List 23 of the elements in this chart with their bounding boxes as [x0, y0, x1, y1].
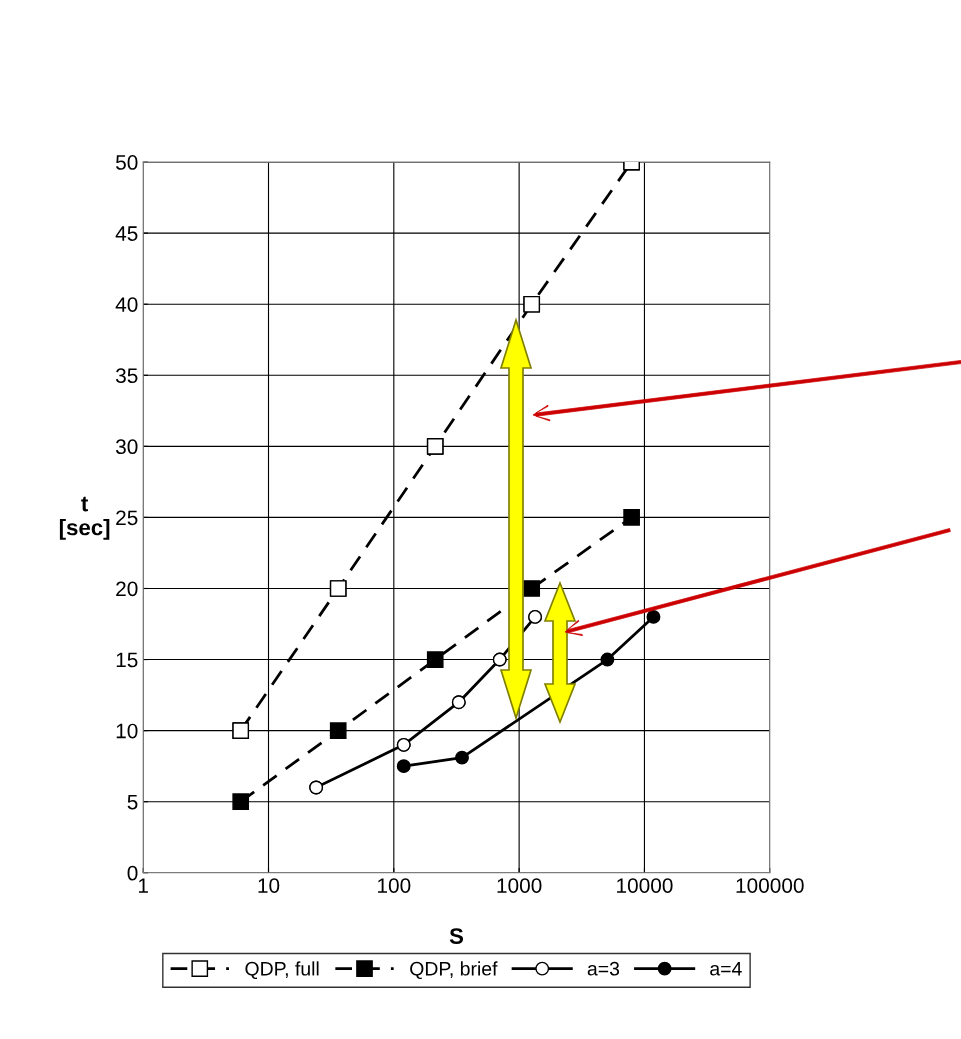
y-tick-label: 5 [127, 794, 138, 810]
x-tick-label: 1 [138, 878, 148, 893]
y-tick-label: 45 [115, 226, 138, 241]
y-tick-label: 50 [115, 155, 138, 170]
x-tick-label: 10000 [617, 878, 673, 893]
y-tick-label: 10 [116, 723, 138, 739]
x-tick-label: 100 [378, 878, 411, 893]
y-axis-title: t [sec] [59, 496, 110, 540]
legend-label: a=3 [587, 961, 620, 976]
legend-label: QDP, brief [410, 961, 498, 980]
y-tick-label: 0 [127, 865, 138, 881]
x-tick-label: 10 [258, 878, 280, 893]
legend-label: QDP, full [245, 961, 319, 980]
y-tick-label: 20 [116, 581, 138, 597]
y-tick-label: 40 [115, 297, 138, 312]
x-tick-label: 1000 [497, 878, 542, 893]
x-axis-title: S [449, 928, 464, 944]
y-tick-label: 35 [115, 368, 138, 384]
y-tick-label: 30 [115, 439, 138, 455]
y-tick-label: 25 [116, 510, 138, 526]
x-tick-label: 100000 [736, 878, 804, 893]
y-tick-label: 15 [116, 652, 138, 668]
legend-label: a=4 [710, 962, 742, 976]
